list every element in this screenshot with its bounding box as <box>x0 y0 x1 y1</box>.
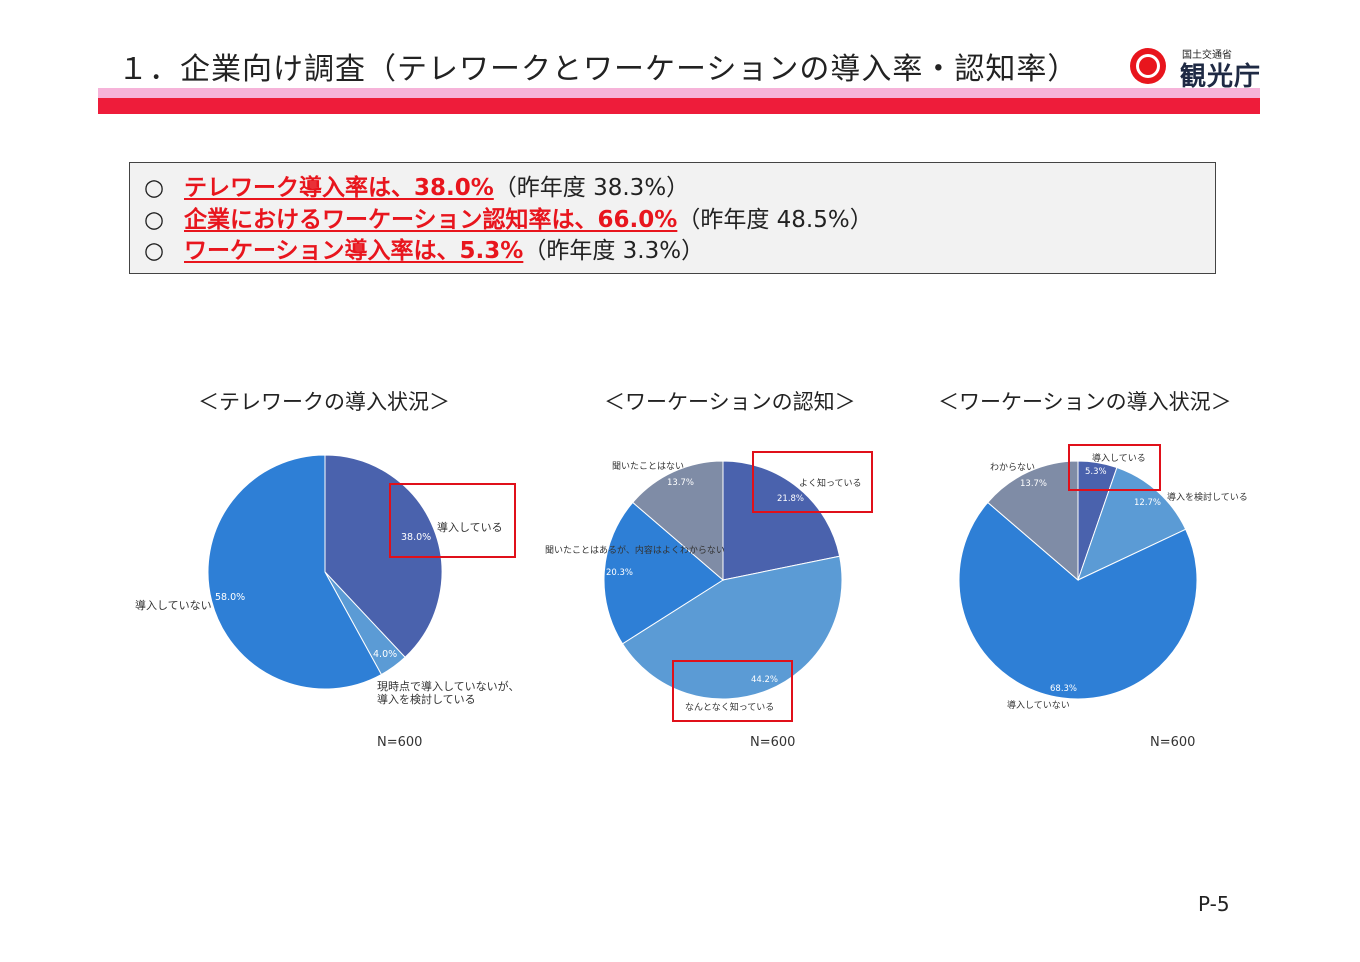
sample-size-label: N=600 <box>1150 735 1196 750</box>
logo-mark-icon <box>1130 48 1166 84</box>
slice-label: 聞いたことはあるが、内容はよくわからない <box>545 546 725 556</box>
slice-label: 導入している <box>1092 454 1146 464</box>
slice-pct-label: 5.3% <box>1085 467 1107 477</box>
summary-line-awareness: ○ 企業におけるワーケーション認知率は、66.0%（昨年度 48.5%） <box>144 205 1215 237</box>
highlight-box <box>752 451 873 513</box>
pie-slice-1 <box>1077 466 1187 581</box>
pie-slice-2 <box>207 454 383 690</box>
slice-label: 導入を検討している <box>377 693 476 706</box>
pie-chart-workation <box>958 460 1198 700</box>
slice-pct-label: 13.7% <box>1020 479 1048 489</box>
slice-pct-label: 13.7% <box>667 478 695 488</box>
summary-line-telework: ○ テレワーク導入率は、38.0%（昨年度 38.3%） <box>144 173 1215 205</box>
pie-slice-3 <box>987 460 1079 582</box>
header-band-red <box>98 98 1260 114</box>
sample-size-label: N=600 <box>377 735 423 750</box>
slice-pct-label: 20.3% <box>606 568 634 578</box>
bullet-circle-icon: ○ <box>144 238 165 264</box>
slice-label: 導入している <box>437 521 503 534</box>
chart-title-telework: ＜テレワークの導入状況＞ <box>198 390 450 414</box>
slice-pct-label: 58.0% <box>215 592 246 603</box>
pie-slice-0 <box>324 454 443 658</box>
pie-slice-1 <box>621 555 843 700</box>
pie-slice-3 <box>632 460 724 582</box>
page-title: １．企業向け調査（テレワークとワーケーションの導入率・認知率） <box>118 52 1079 87</box>
slice-pct-label: 4.0% <box>373 649 398 660</box>
summary-previous-year: （昨年度 48.5%） <box>677 206 873 233</box>
summary-box: ○ テレワーク導入率は、38.0%（昨年度 38.3%） ○ 企業におけるワーケーシ… <box>129 162 1216 274</box>
slice-pct-label: 21.8% <box>777 494 805 504</box>
highlight-box <box>1068 444 1161 491</box>
slice-label: 現時点で導入していないが、 <box>377 680 520 693</box>
page-number: P-5 <box>1198 892 1230 916</box>
slice-pct-label: 68.3% <box>1050 684 1078 694</box>
summary-highlight: ワーケーション導入率は、5.3% <box>184 238 524 264</box>
agency-logo: 国土交通省 観光庁 <box>1120 40 1262 92</box>
header-band-pink <box>98 88 1260 98</box>
slice-pct-label: 12.7% <box>1134 498 1162 508</box>
summary-line-workation: ○ ワーケーション導入率は、5.3%（昨年度 3.3%） <box>144 236 1215 268</box>
summary-previous-year: （昨年度 38.3%） <box>493 175 690 201</box>
summary-highlight: 企業におけるワーケーション認知率は、66.0% <box>184 206 678 233</box>
chart-title-workation: ＜ワーケーションの導入状況＞ <box>938 390 1232 414</box>
slice-label: 導入していない <box>135 599 212 612</box>
logo-ministry-text: 国土交通省 <box>1182 50 1232 61</box>
slice-label: なんとなく知っている <box>685 703 775 713</box>
slice-label: 導入していない <box>1007 701 1070 711</box>
logo-agency-text: 観光庁 <box>1180 62 1262 92</box>
highlight-box <box>389 483 516 558</box>
bullet-circle-icon: ○ <box>144 175 165 201</box>
pie-slice-2 <box>603 501 724 645</box>
pie-slice-2 <box>958 501 1198 700</box>
slice-pct-label: 44.2% <box>751 675 779 685</box>
slice-pct-label: 38.0% <box>401 532 432 543</box>
summary-previous-year: （昨年度 3.3%） <box>523 238 705 264</box>
slice-label: 聞いたことはない <box>612 462 685 472</box>
slice-label: わからない <box>990 463 1036 473</box>
slice-label: 導入を検討している <box>1167 493 1248 503</box>
bullet-circle-icon: ○ <box>144 206 165 233</box>
slice-label: よく知っている <box>799 479 862 489</box>
summary-highlight: テレワーク導入率は、38.0% <box>184 175 494 201</box>
highlight-box <box>672 660 793 722</box>
sample-size-label: N=600 <box>750 735 796 750</box>
pie-chart-telework <box>207 454 443 690</box>
chart-title-awareness: ＜ワーケーションの認知＞ <box>604 390 856 414</box>
